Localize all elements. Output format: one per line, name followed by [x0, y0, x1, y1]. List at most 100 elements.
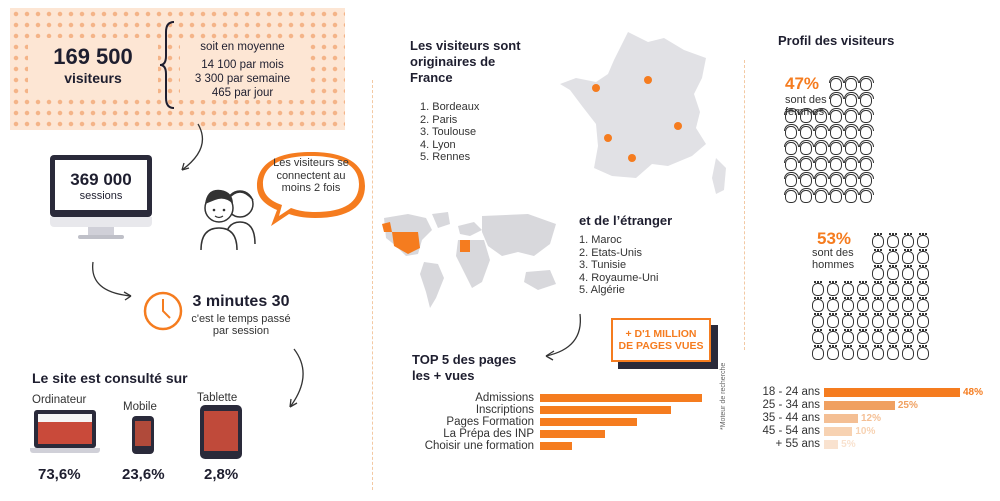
- age-bar-row: 18 - 24 ans 48%: [750, 386, 983, 398]
- man-icon: [872, 297, 884, 312]
- bar: [540, 406, 672, 414]
- bar-label: Inscriptions: [475, 404, 534, 416]
- woman-icon: [799, 124, 814, 139]
- age-bar-label: + 55 ans: [775, 438, 820, 450]
- woman-icon: [829, 92, 844, 107]
- profile-title: Profil des visiteurs: [778, 33, 895, 48]
- man-icon: [812, 297, 824, 312]
- man-icon: [917, 313, 929, 328]
- man-icon: [872, 249, 884, 264]
- device-tablet-value: 2,8%: [204, 466, 239, 483]
- man-icon: [917, 249, 929, 264]
- device-tablet-label: Tablette: [197, 392, 238, 404]
- arrow-to-devices: [289, 348, 304, 408]
- man-icon: [887, 281, 899, 296]
- age-bar-value: 5%: [841, 438, 856, 450]
- man-icon: [872, 313, 884, 328]
- man-icon: [842, 345, 854, 360]
- man-icon: [917, 297, 929, 312]
- age-bar-row: 25 - 34 ans 25%: [750, 399, 918, 411]
- speech-bubble-text: Les visiteurs se connectent au moins 2 f…: [273, 157, 349, 194]
- laptop-icon: [30, 410, 100, 454]
- visitors-label: visiteurs: [64, 70, 122, 86]
- woman-icon: [799, 188, 814, 203]
- device-desktop-label: Ordinateur: [32, 394, 87, 406]
- avg-day: 465 par jour: [211, 87, 274, 99]
- bar-label: Choisir une formation: [424, 440, 534, 452]
- bar-label: La Prépa des INP: [443, 428, 534, 440]
- woman-icon: [799, 172, 814, 187]
- country-item: 3. Tunisie: [579, 259, 627, 271]
- woman-icon: [844, 188, 859, 203]
- man-icon: [902, 329, 914, 344]
- woman-icon: [784, 124, 799, 139]
- country-item: 5. Algérie: [579, 284, 625, 296]
- woman-icon: [859, 172, 874, 187]
- woman-icon: [829, 156, 844, 171]
- speech-bubble-shape: [257, 152, 365, 226]
- woman-icon: [859, 188, 874, 203]
- men-icons: [812, 233, 929, 360]
- man-icon: [812, 329, 824, 344]
- monitor-icon: 369 000 sessions: [50, 155, 152, 245]
- man-icon: [827, 281, 839, 296]
- age-bar-label: 35 - 44 ans: [762, 412, 820, 424]
- age-bar: [824, 387, 960, 397]
- bar-row: Admissions: [380, 392, 702, 404]
- woman-icon: [829, 124, 844, 139]
- france-cities: 1. Bordeaux 2. Paris 3. Toulouse 4. Lyon…: [420, 101, 479, 164]
- people-illustration: [200, 189, 256, 251]
- woman-icon: [859, 124, 874, 139]
- man-icon: [887, 313, 899, 328]
- bar-row: Inscriptions: [380, 404, 672, 416]
- bar-row: Pages Formation: [380, 416, 638, 428]
- footnote: *Moteur de recherche: [720, 362, 727, 430]
- woman-icon: [859, 92, 874, 107]
- age-bar-value: 48%: [963, 386, 984, 398]
- man-icon: [857, 281, 869, 296]
- age-bar-label: 18 - 24 ans: [762, 386, 820, 398]
- sessions-count: 369 000: [70, 170, 132, 189]
- woman-icon: [814, 108, 829, 123]
- age-bar-label: 45 - 54 ans: [762, 425, 820, 437]
- man-icon: [842, 281, 854, 296]
- man-icon: [917, 345, 929, 360]
- man-icon: [812, 345, 824, 360]
- phone-icon: [132, 416, 154, 454]
- woman-icon: [799, 140, 814, 155]
- man-icon: [887, 249, 899, 264]
- avg-month: 14 100 par mois: [201, 59, 284, 71]
- bar: [540, 394, 702, 402]
- woman-icon: [859, 156, 874, 171]
- woman-icon: [844, 76, 859, 91]
- country-item: 2. Etats-Unis: [579, 246, 642, 259]
- top-pages-title-2: les + vues: [412, 368, 475, 383]
- device-mobile-value: 23,6%: [122, 466, 165, 483]
- woman-icon: [844, 140, 859, 155]
- man-icon: [902, 281, 914, 296]
- man-icon: [887, 345, 899, 360]
- man-icon: [857, 345, 869, 360]
- man-icon: [872, 265, 884, 280]
- woman-icon: [784, 156, 799, 171]
- women-icons: [784, 76, 874, 203]
- avg-week: 3 300 par semaine: [194, 73, 291, 85]
- woman-icon: [814, 156, 829, 171]
- man-icon: [917, 329, 929, 344]
- man-icon: [857, 297, 869, 312]
- abroad-title: et de l’étranger: [579, 213, 673, 228]
- city-item: 5. Rennes: [420, 151, 471, 163]
- woman-icon: [859, 108, 874, 123]
- age-bar-value: 10%: [855, 425, 876, 437]
- bar-row: La Prépa des INP: [380, 428, 605, 440]
- man-icon: [872, 281, 884, 296]
- arrow-to-top-pages: [545, 313, 582, 361]
- city-item: 1. Bordeaux: [420, 101, 480, 113]
- man-icon: [812, 281, 824, 296]
- age-bar-value: 25%: [897, 399, 918, 411]
- time-block: 3 minutes 30 c'est le temps passé par se…: [186, 293, 296, 337]
- france-map: [560, 32, 726, 194]
- man-icon: [842, 297, 854, 312]
- curly-brace: [160, 21, 175, 109]
- woman-icon: [859, 76, 874, 91]
